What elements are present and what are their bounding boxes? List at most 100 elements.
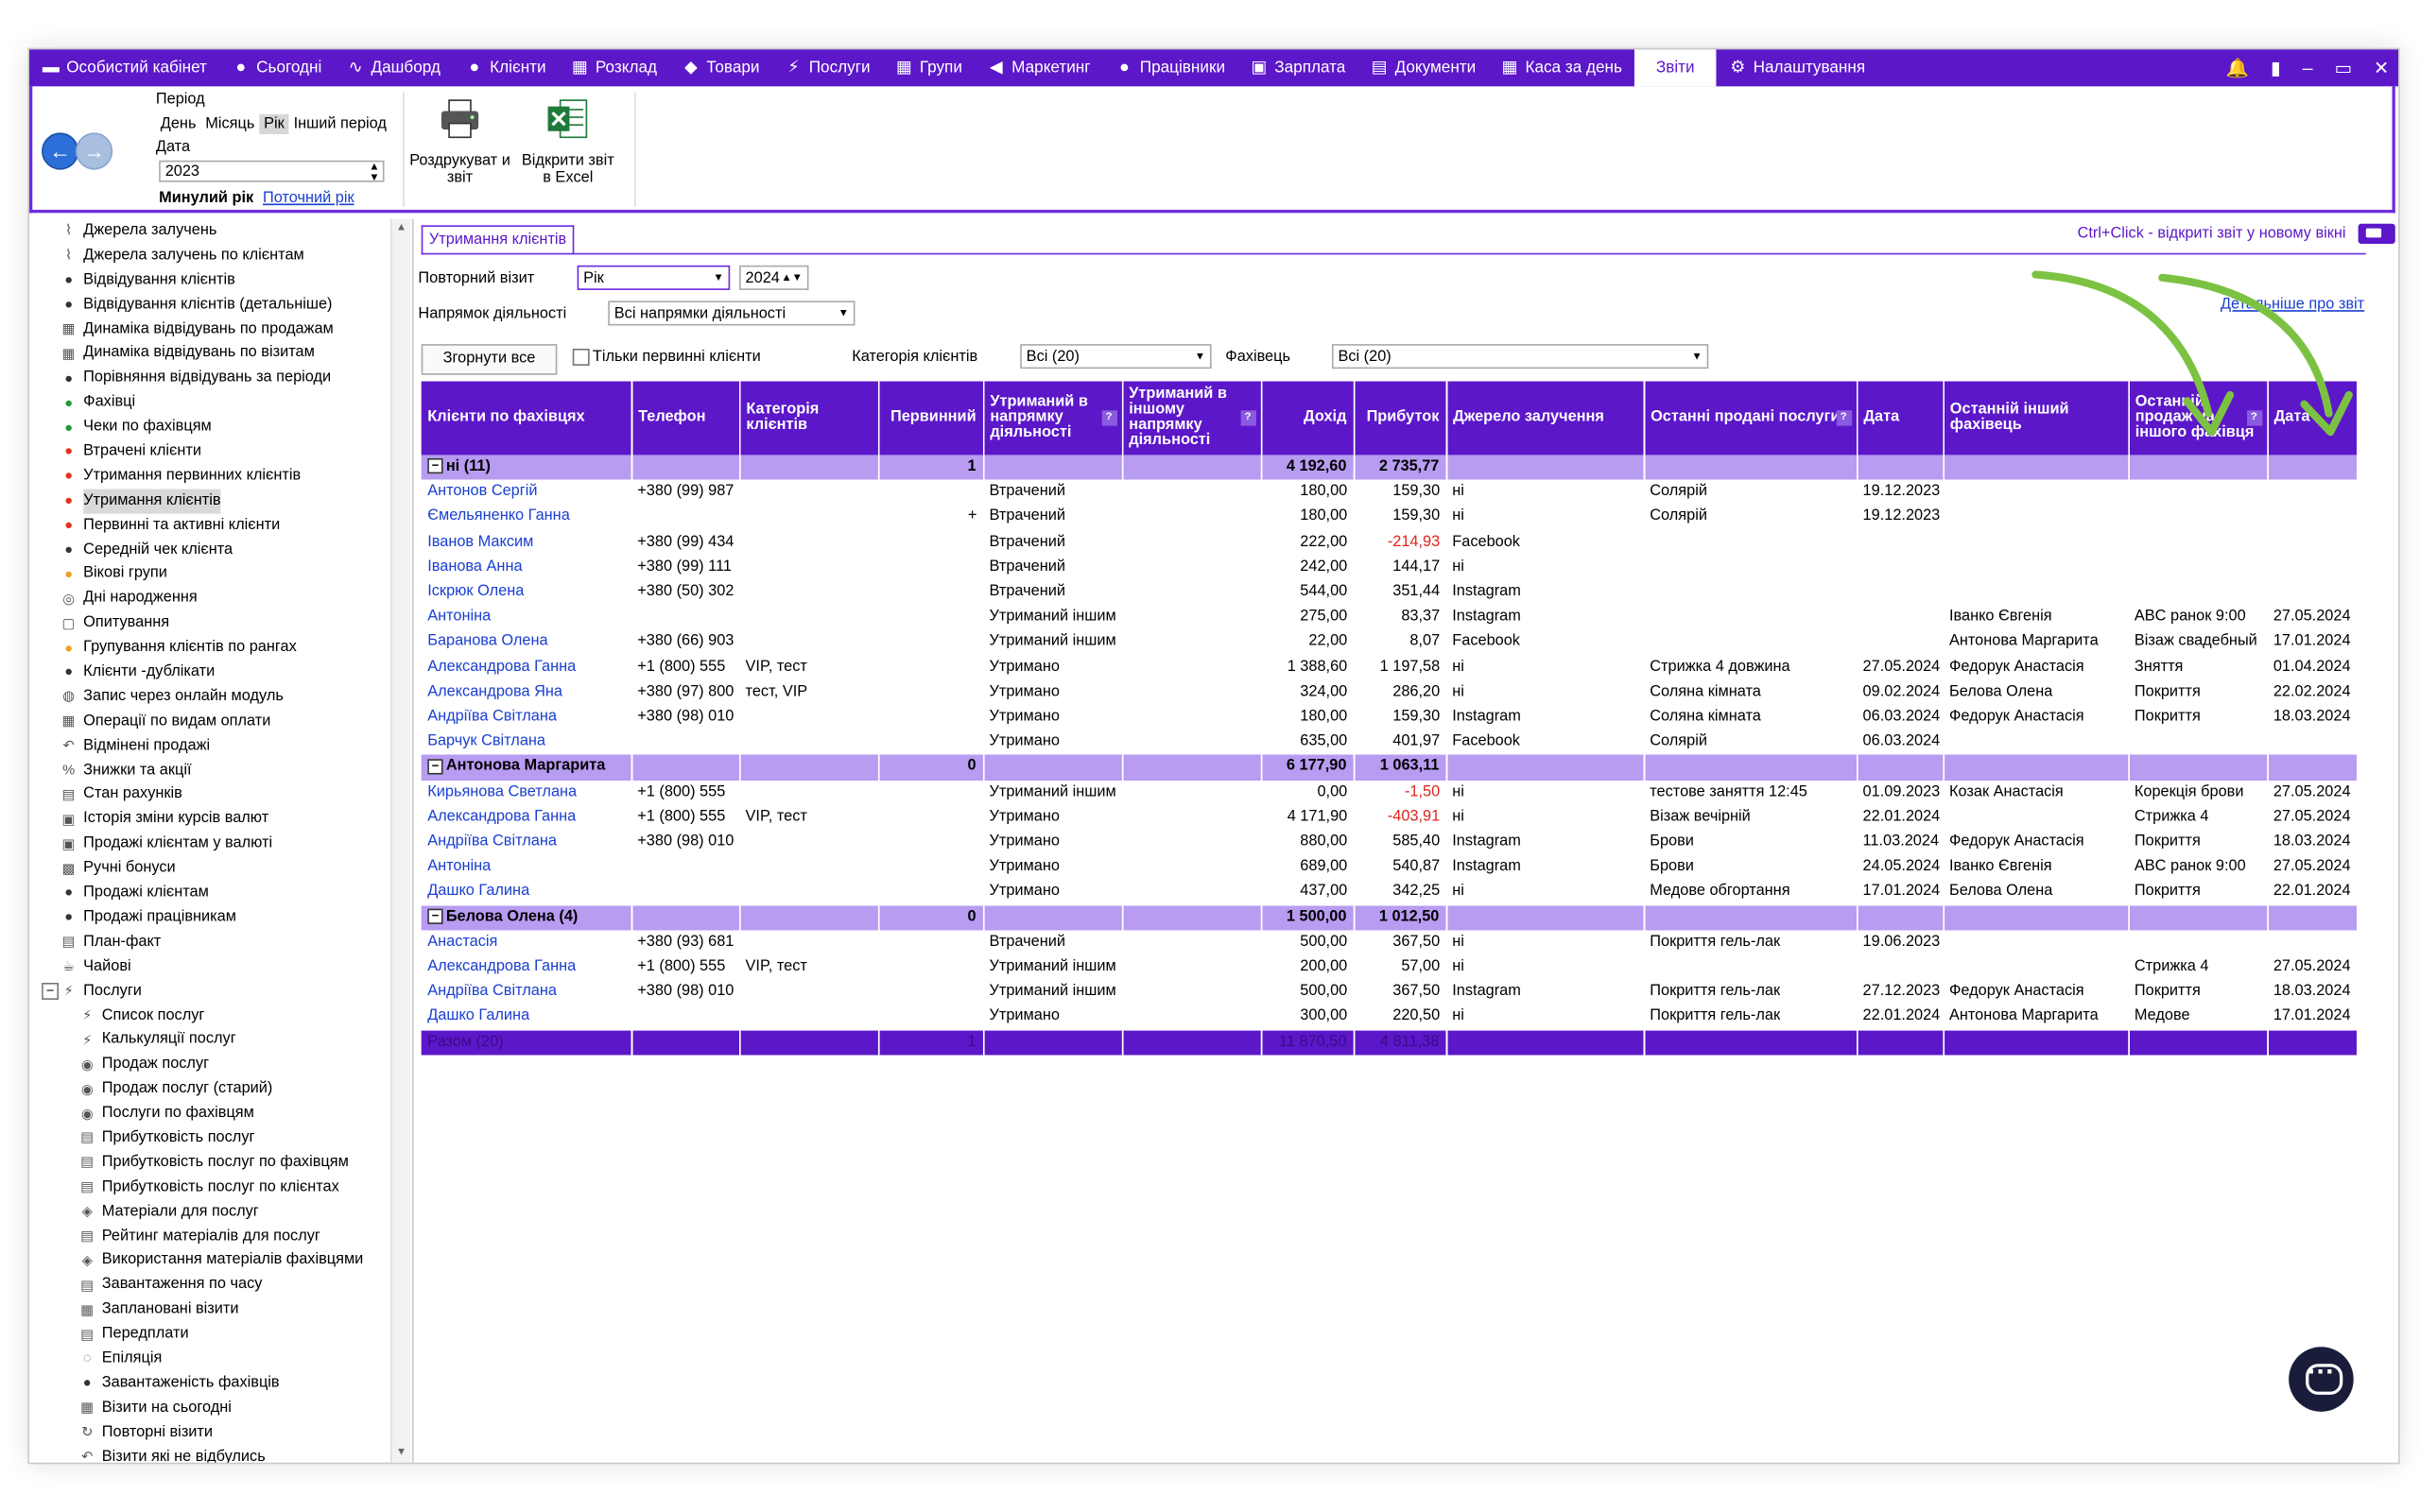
- current-year-link[interactable]: Поточний рік: [262, 189, 354, 207]
- help-icon[interactable]: ?: [1835, 410, 1852, 426]
- table-row[interactable]: Александрова Яна +380 (97) 800 тест, VIP Ут…: [422, 680, 2357, 705]
- client-name-link[interactable]: Андріїва Світлана: [427, 833, 557, 850]
- help-icon[interactable]: ?: [1239, 410, 1256, 426]
- client-name-link[interactable]: Ємельяненко Ганна: [427, 507, 570, 525]
- tree-item[interactable]: ▦ Заплановані візити: [42, 1297, 409, 1322]
- tree-item[interactable]: ⚡ Калькуляції послуг: [42, 1028, 409, 1053]
- nav-item-13[interactable]: Звіти: [1634, 49, 1717, 87]
- collapse-toggle-icon[interactable]: −: [42, 983, 60, 1001]
- tree-item[interactable]: ▤ Прибутковість послуг: [42, 1126, 409, 1151]
- new-window-icon[interactable]: [2358, 223, 2395, 244]
- client-name-link[interactable]: Іванова Анна: [427, 558, 523, 576]
- tree-item[interactable]: ● Фахівці: [42, 390, 409, 415]
- tree-item[interactable]: ▤ Завантаження по часу: [42, 1273, 409, 1297]
- client-category-select[interactable]: Всі (20) ▼: [1020, 344, 1212, 369]
- tree-item[interactable]: ↶ Відмінені продажі: [42, 734, 409, 759]
- chat-bubble-icon[interactable]: [2289, 1347, 2354, 1412]
- tree-item[interactable]: ▤ Стан рахунків: [42, 783, 409, 808]
- client-name-link[interactable]: Іскрюк Олена: [427, 583, 525, 601]
- client-name-link[interactable]: Александрова Ганна: [427, 808, 577, 826]
- tree-item[interactable]: ◈ Використання матеріалів фахівцями: [42, 1248, 409, 1273]
- client-name-link[interactable]: Александрова Ганна: [427, 957, 577, 975]
- repeat-visit-select[interactable]: Рік ▼: [577, 265, 731, 290]
- lock-icon[interactable]: ▮: [2271, 57, 2281, 79]
- tree-item[interactable]: ● Завантаженість фахівців: [42, 1371, 409, 1396]
- tree-item[interactable]: ● Первинні та активні клієнти: [42, 513, 409, 538]
- client-name-link[interactable]: Баранова Олена: [427, 633, 548, 651]
- table-row[interactable]: Барчук Світлана Утримано 635,00 401,97 Faceb…: [422, 730, 2357, 755]
- column-header[interactable]: Утриманий в іншому напрямку діяльності?: [1121, 381, 1262, 455]
- client-name-link[interactable]: Барчук Світлана: [427, 732, 546, 750]
- scroll-down-icon[interactable]: ▼: [395, 1447, 407, 1458]
- tree-item[interactable]: % Знижки та акції: [42, 759, 409, 783]
- table-row[interactable]: Іскрюк Олена +380 (50) 302 Втрачений 544,00…: [422, 580, 2357, 605]
- table-row[interactable]: Александрова Ганна +1 (800) 555 VIP, тест У…: [422, 955, 2357, 980]
- table-row[interactable]: Антоніна Утримано 689,00 540,87 Instagram Бро…: [422, 855, 2357, 880]
- nav-item-10[interactable]: ▣ Зарплата: [1237, 49, 1357, 86]
- table-row[interactable]: Баранова Олена +380 (66) 903 Утриманий інш…: [422, 630, 2357, 655]
- client-name-link[interactable]: Дашко Галина: [427, 883, 530, 901]
- year-spinner[interactable]: 2024 ▲▼: [739, 265, 809, 290]
- tree-item[interactable]: ▦ Динаміка відвідувань по візитам: [42, 342, 409, 367]
- nav-item-4[interactable]: ▦ Розклад: [559, 49, 669, 86]
- table-row[interactable]: Анастасія +380 (93) 681 Втрачений 500,00 367…: [422, 930, 2357, 954]
- primary-only-checkbox[interactable]: [572, 348, 590, 366]
- table-row[interactable]: Андріїва Світлана +380 (98) 010 Утриманий …: [422, 980, 2357, 1005]
- direction-select[interactable]: Всі напрямки діяльності ▼: [608, 301, 856, 326]
- specialist-select[interactable]: Всі (20) ▼: [1331, 344, 1709, 369]
- tab-client-retention[interactable]: Утримання клієнтів: [421, 225, 575, 255]
- group-row[interactable]: − Белова Олена (4) 0 1 500,00 1 012,50: [421, 904, 2358, 931]
- tree-item[interactable]: ▣ Продажі клієнтам у валюті: [42, 832, 409, 856]
- collapse-toggle-icon[interactable]: −: [427, 458, 443, 474]
- tree-item[interactable]: ▤ Передплати: [42, 1322, 409, 1347]
- client-name-link[interactable]: Іванов Максим: [427, 533, 534, 551]
- client-name-link[interactable]: Антоніна: [427, 858, 492, 876]
- nav-item-2[interactable]: ∿ Дашборд: [334, 49, 453, 86]
- table-row[interactable]: Іванов Максим +380 (99) 434 Втрачений 222,0…: [422, 530, 2357, 555]
- column-header[interactable]: Останній інший фахівець: [1943, 381, 2130, 455]
- column-header[interactable]: Останній продаж на іншого фахівця?: [2128, 381, 2269, 455]
- tree-item[interactable]: ● Клієнти -дублікати: [42, 661, 409, 685]
- column-header[interactable]: Первинний: [877, 381, 984, 455]
- print-report-button[interactable]: Роздрукуват и звіт: [409, 93, 511, 207]
- column-header[interactable]: Телефон: [631, 381, 740, 455]
- tree-item[interactable]: ▢ Опитування: [42, 611, 409, 636]
- tree-item[interactable]: ● Середній чек клієнта: [42, 538, 409, 562]
- tree-item[interactable]: ● Утримання первинних клієнтів: [42, 464, 409, 489]
- period-option-3[interactable]: Інший період: [293, 115, 387, 133]
- close-icon[interactable]: ✕: [2373, 57, 2390, 79]
- tree-item[interactable]: ● Відвідування клієнтів: [42, 268, 409, 293]
- client-name-link[interactable]: Дашко Галина: [427, 1007, 530, 1025]
- column-header[interactable]: Категорія клієнтів: [739, 381, 879, 455]
- tree-item[interactable]: ● Втрачені клієнти: [42, 439, 409, 464]
- minimize-icon[interactable]: –: [2302, 57, 2313, 79]
- tree-item[interactable]: ▦ Візити на сьогодні: [42, 1396, 409, 1420]
- restore-icon[interactable]: ▭: [2334, 57, 2352, 79]
- nav-item-11[interactable]: ▤ Документи: [1357, 49, 1488, 86]
- tree-item[interactable]: ▣ Історія зміни курсів валют: [42, 807, 409, 832]
- client-name-link[interactable]: Антонов Сергій: [427, 483, 538, 501]
- client-name-link[interactable]: Кирьянова Светлана: [427, 782, 578, 800]
- period-option-2[interactable]: Рік: [259, 113, 289, 135]
- help-icon[interactable]: ?: [1100, 410, 1117, 426]
- tree-item[interactable]: ↶ Візити які не відбулись: [42, 1445, 409, 1462]
- tree-item[interactable]: ⌇ Джерела залучень по клієнтам: [42, 244, 409, 268]
- client-name-link[interactable]: Анастасія: [427, 933, 498, 951]
- open-excel-button[interactable]: Відкрити звіт в Excel: [517, 93, 619, 207]
- group-row[interactable]: − ні (11) 1 4 192,60 2 735,77: [421, 455, 2358, 481]
- column-header[interactable]: Дохід: [1260, 381, 1355, 455]
- tree-item[interactable]: ● Порівняння відвідувань за періоди: [42, 366, 409, 390]
- nav-item-7[interactable]: ▦ Групи: [883, 49, 975, 86]
- table-row[interactable]: Антоніна Утриманий іншим 275,00 83,37 Instag…: [422, 605, 2357, 629]
- tree-item[interactable]: ◌ Епіляція: [42, 1347, 409, 1371]
- tree-item[interactable]: ⌇ Джерела залучень: [42, 219, 409, 244]
- period-option-1[interactable]: Місяць: [205, 115, 255, 133]
- nav-item-8[interactable]: ◀ Маркетинг: [975, 49, 1103, 86]
- client-name-link[interactable]: Андріїва Світлана: [427, 708, 557, 726]
- table-row[interactable]: Дашко Галина Утримано 300,00 220,50 ні Покрит…: [422, 1005, 2357, 1030]
- table-row[interactable]: Кирьянова Светлана +1 (800) 555 Утриманий …: [422, 781, 2357, 805]
- column-header[interactable]: Дата: [1857, 381, 1945, 455]
- tree-item[interactable]: − ⚡ Послуги: [42, 979, 409, 1004]
- table-row[interactable]: Іванова Анна +380 (99) 111 Втрачений 242,00…: [422, 555, 2357, 579]
- help-icon[interactable]: ?: [2246, 410, 2262, 426]
